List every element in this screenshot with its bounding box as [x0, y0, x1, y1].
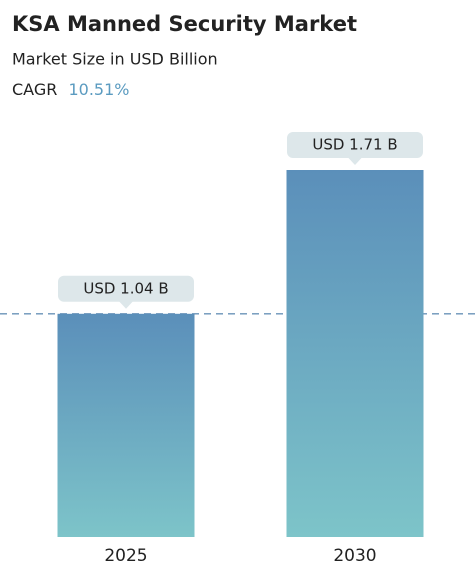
callout-box — [58, 275, 194, 302]
cagr-value: 10.51% — [68, 80, 129, 99]
chart-title: KSA Manned Security Market — [12, 12, 357, 36]
callout-box — [287, 132, 423, 158]
chart-subtitle: Market Size in USD Billion — [12, 50, 218, 69]
bar — [57, 313, 195, 537]
cagr-line: CAGR 10.51% — [12, 80, 129, 99]
value-label: USD 1.71 B — [312, 136, 397, 154]
cagr-label: CAGR — [12, 80, 57, 99]
x-tick-label: 2025 — [104, 546, 147, 566]
bar — [286, 170, 424, 537]
value-label: USD 1.04 B — [83, 279, 168, 297]
x-tick-label: 2030 — [333, 546, 376, 566]
callout-pointer — [348, 157, 362, 165]
callout-pointer — [119, 301, 133, 309]
